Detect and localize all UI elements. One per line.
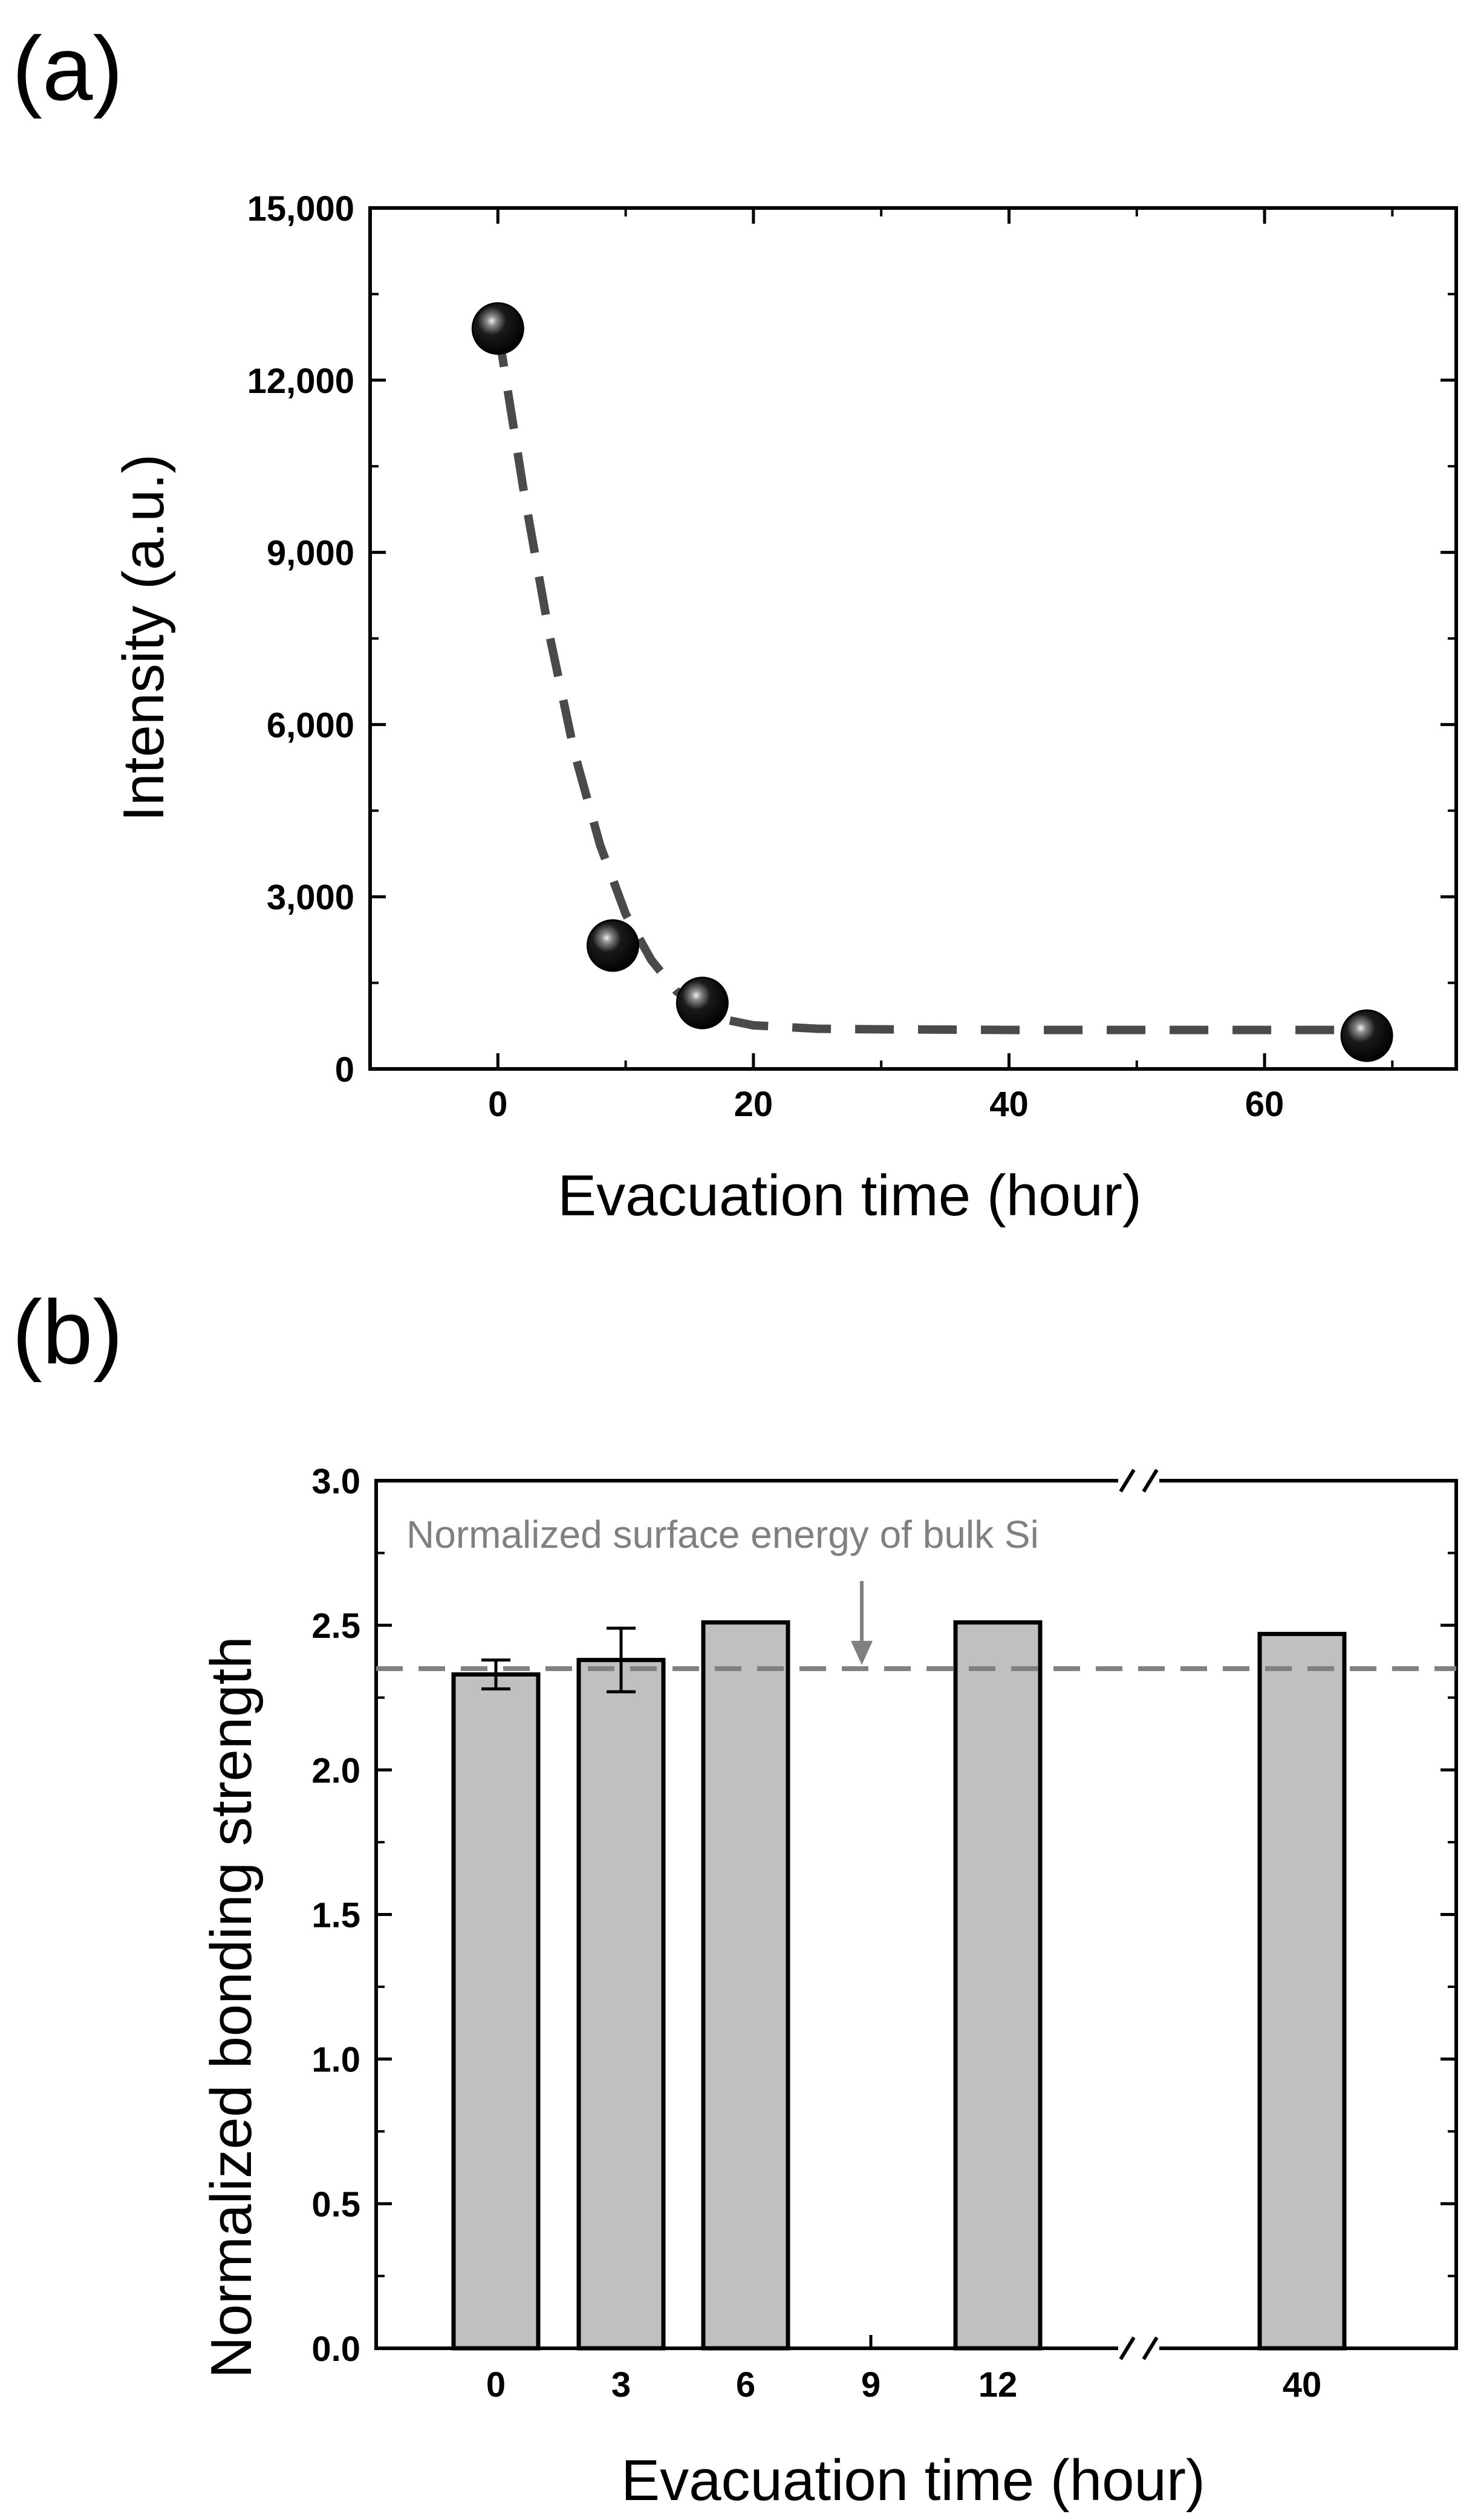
data-point-marker (471, 302, 524, 355)
axis-break-slash (1119, 1469, 1136, 1493)
y-tick-label: 0.0 (311, 2330, 360, 2369)
data-point-marker (676, 976, 729, 1030)
panel-b-label: (b) (12, 1281, 123, 1383)
x-tick-label: 0 (488, 1085, 507, 1124)
y-tick-label: 0.5 (311, 2185, 360, 2224)
y-tick-label: 9,000 (267, 534, 354, 573)
panel-a-plot-area: 0 20 40 60 0 3,000 6,000 9,000 12,000 15,000 (247, 189, 1458, 1124)
x-tick-label: 6 (736, 2365, 755, 2405)
x-tick-label: 40 (1283, 2365, 1322, 2405)
x-tick-label: 0 (486, 2365, 506, 2405)
y-tick-label: 6,000 (267, 706, 354, 745)
y-tick-label: 2.5 (311, 1606, 360, 1646)
bar (1257, 1632, 1347, 2351)
panel-a-label: (a) (12, 18, 123, 119)
panel-a-frame (368, 206, 1458, 1071)
panel-b-plot-area: 0.0 0.5 1.0 1.5 2.0 2.5 3.0 0 3 6 9 12 40 (311, 1462, 1458, 2405)
reference-line-label: Normalized surface energy of bulk Si (406, 1513, 1039, 1556)
x-tick-label: 3 (611, 2365, 631, 2405)
x-tick-label: 60 (1245, 1085, 1284, 1124)
bar (451, 1672, 541, 2351)
panel-a: (a) 0 20 40 6003,0006,0009,00012,00015,000 … (12, 18, 1458, 1228)
bar (953, 1620, 1043, 2351)
axis-break-slash (1119, 2336, 1136, 2360)
data-point-marker (1340, 1009, 1393, 1062)
data-point-marker (586, 919, 639, 972)
axis-break-slash (1142, 2336, 1159, 2360)
x-tick-label: 40 (989, 1085, 1029, 1124)
y-tick-label: 3.0 (311, 1462, 360, 1501)
panel-b-x-axis-title: Evacuation time (hour) (621, 2448, 1205, 2513)
y-tick-label: 1.0 (311, 2041, 360, 2080)
axis-break-slash (1142, 1469, 1159, 1493)
y-tick-label: 15,000 (247, 189, 354, 229)
panel-a-x-axis-title: Evacuation time (hour) (558, 1163, 1142, 1228)
x-tick-label: 20 (734, 1085, 773, 1124)
bar (576, 1658, 666, 2351)
x-tick-label: 12 (978, 2365, 1018, 2405)
bar (701, 1620, 790, 2351)
y-tick-label: 2.0 (311, 1751, 360, 1790)
annotation-arrow-head (851, 1640, 873, 1665)
y-tick-label: 12,000 (247, 362, 354, 401)
y-tick-label: 0 (335, 1050, 354, 1090)
panel-b-y-axis-title: Normalized bonding strength (199, 1636, 264, 2378)
panel-b: (b) 0.0 0.5 1.0 1.5 2.0 2.5 3.0 0 3 6 9 12 40 Normal… (12, 1281, 1458, 2513)
x-tick-label: 9 (861, 2365, 881, 2405)
panel-a-y-axis-title: Intensity (a.u.) (111, 454, 176, 822)
y-tick-label: 1.5 (311, 1896, 360, 1935)
y-tick-label: 3,000 (267, 878, 354, 917)
